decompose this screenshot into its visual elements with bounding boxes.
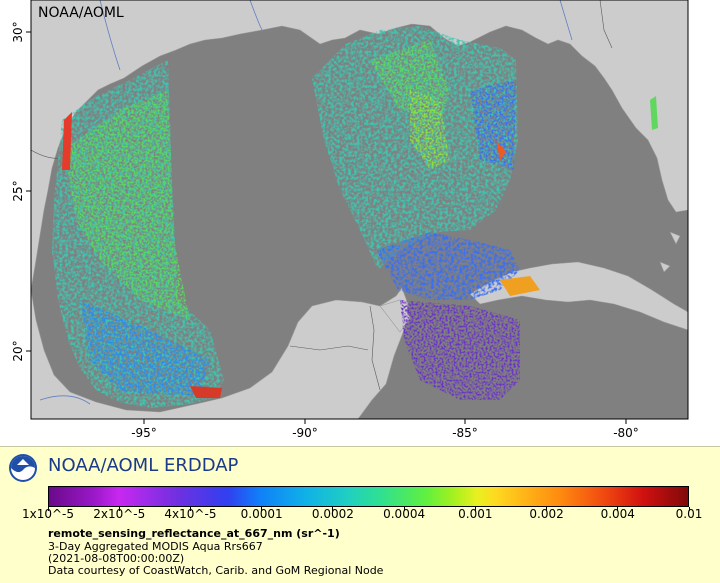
- colorbar-tick: [688, 507, 690, 511]
- map-canvas: NOAA/AOML 30° 25° 20° -95° -90° -85° -80…: [11, 0, 689, 440]
- lat-tick-label-20: 20°: [11, 340, 25, 361]
- colorbar-tick: [47, 507, 49, 511]
- colorbar-tick-label: 0.001: [458, 507, 493, 521]
- rivers: [39, 0, 573, 405]
- mexico-land: [31, 287, 409, 419]
- colorbar-tick-label: 0.002: [529, 507, 564, 521]
- colorbar-tick-label: 4x10^-5: [164, 507, 217, 521]
- colorbar-tick: [189, 507, 191, 511]
- lon-tick-label-95: -95°: [131, 426, 157, 440]
- colorbar-tick-label: 0.0002: [311, 507, 354, 521]
- legend-panel: NOAA/AOML ERDDAP remote_sensing_reflecta…: [0, 446, 720, 583]
- lon-tick-label-85: -85°: [452, 426, 478, 440]
- latitude-axis: 30° 25° 20°: [11, 21, 31, 362]
- dataset-title: 3-Day Aggregated MODIS Aqua Rrs667: [48, 540, 263, 553]
- colorbar-tick-label: 0.0004: [383, 507, 426, 521]
- variable-name: remote_sensing_reflectance_at_667_nm (sr…: [48, 527, 340, 540]
- map-plot-area: [31, 0, 688, 419]
- erddap-brand-title: NOAA/AOML ERDDAP: [48, 455, 239, 476]
- colorbar-tick-label: 0.01: [675, 507, 703, 521]
- colorbar-tick-label: 0.0001: [240, 507, 283, 521]
- lon-tick-label-90: -90°: [292, 426, 318, 440]
- reflectance-swath-east: [312, 26, 540, 400]
- lat-tick-label-30: 30°: [11, 21, 25, 42]
- colorbar-tick: [118, 507, 120, 511]
- map-panel: NOAA/AOML 30° 25° 20° -95° -90° -85° -80…: [11, 0, 689, 440]
- colorbar-tick: [474, 507, 476, 511]
- colorbar-tick-label: 1x10^-5: [21, 507, 75, 521]
- colorbar: [48, 486, 689, 507]
- colorbar-tick: [546, 507, 548, 511]
- map-frame-border: [30, 0, 689, 420]
- lat-tick-label-25: 25°: [11, 180, 25, 201]
- time-stamp: (2021-08-08T00:00:00Z): [48, 552, 185, 565]
- colorbar-tick: [332, 507, 334, 511]
- colorbar-tick-label: 2x10^-5: [93, 507, 146, 521]
- colorbar-tick: [617, 507, 619, 511]
- data-credit: Data courtesy of CoastWatch, Carib. and …: [48, 564, 384, 577]
- longitude-axis: -95° -90° -85° -80°: [131, 419, 639, 440]
- noaa-logo-icon: [9, 454, 37, 482]
- reflectance-florida-spot: [650, 96, 658, 130]
- reflectance-swath-west: [52, 60, 224, 408]
- colorbar-tick: [261, 507, 263, 511]
- bahamas-land: [659, 231, 681, 273]
- colorbar-tick: [403, 507, 405, 511]
- lon-tick-label-80: -80°: [613, 426, 639, 440]
- map-watermark: NOAA/AOML: [38, 5, 124, 21]
- colorbar-tick-label: 0.004: [600, 507, 635, 521]
